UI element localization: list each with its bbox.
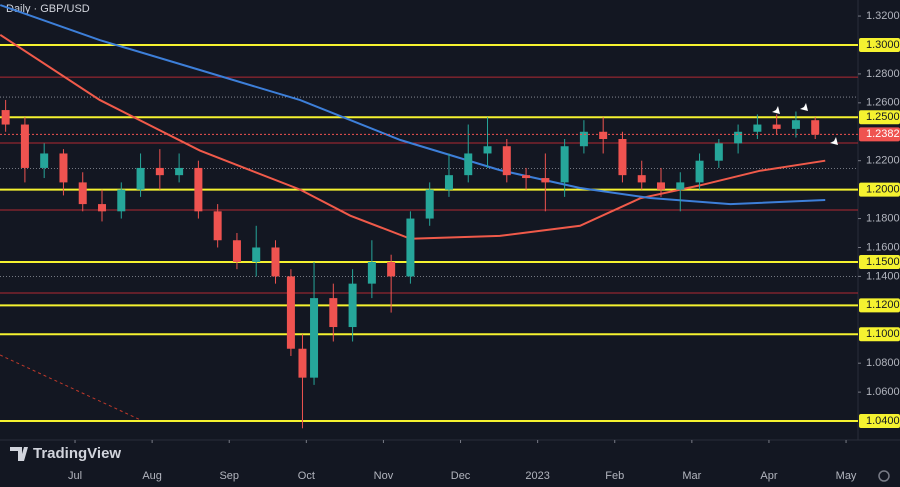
candle-body (714, 143, 723, 161)
y-tick-label: 1.06000 (866, 386, 900, 398)
logo: TradingView (10, 445, 121, 462)
candle-body (367, 261, 376, 284)
moving-average (0, 4, 826, 206)
candle-body (387, 261, 396, 277)
candle-body (425, 189, 434, 219)
candle-body (213, 211, 222, 241)
y-tick-label: 1.26000 (866, 97, 900, 109)
brand: TradingView (33, 445, 121, 462)
arrow (796, 99, 808, 111)
candle-body (286, 276, 295, 349)
settings-icon[interactable] (878, 470, 890, 482)
candle-body (117, 189, 126, 212)
chart-title: Daily · GBP/USD (6, 3, 90, 15)
candle-body (791, 120, 800, 129)
candle-body (657, 182, 666, 190)
x-tick-label: Feb (605, 470, 624, 482)
x-tick-label: 2023 (525, 470, 549, 482)
key-level-label: 1.30000 (866, 39, 900, 51)
candle-body (772, 124, 781, 129)
key-level-tag (859, 182, 900, 197)
arrow (768, 102, 780, 114)
last-price-label: 1.23823 (866, 128, 900, 140)
candle-body (40, 153, 49, 168)
candle-body (444, 175, 453, 190)
key-level-label: 1.04000 (866, 415, 900, 427)
x-tick-label: Apr (760, 470, 777, 482)
key-level-label: 1.12000 (866, 299, 900, 311)
candle-body (676, 182, 685, 190)
candle-body (348, 283, 357, 328)
key-level-tag (859, 110, 900, 125)
key-level-label: 1.15000 (866, 256, 900, 268)
candle-body (1, 110, 10, 125)
arrow (826, 133, 838, 145)
key-level-tag (859, 254, 900, 269)
candle-body (406, 218, 415, 277)
last-price-tag (859, 127, 900, 142)
x-tick-label: Mar (682, 470, 701, 482)
candle-body (252, 247, 261, 262)
x-tick-label: Sep (219, 470, 239, 482)
candle-body (695, 160, 704, 183)
candle-body (194, 167, 203, 212)
y-tick-label: 1.16000 (866, 241, 900, 253)
candle-body (78, 182, 87, 205)
annotations (768, 99, 838, 145)
candle-body (637, 175, 646, 183)
candle-body (734, 131, 743, 144)
candle-body (298, 348, 307, 378)
candle-body (136, 167, 145, 190)
y-tick-label: 1.32000 (866, 10, 900, 22)
candle-body (59, 153, 68, 183)
y-tick-label: 1.18000 (866, 212, 900, 224)
key-level-tag (859, 327, 900, 342)
x-tick-label: Dec (451, 470, 471, 482)
candle-body (541, 178, 550, 183)
candle-body (310, 298, 319, 378)
key-level-label: 1.20000 (866, 184, 900, 196)
candle-body (502, 146, 511, 176)
key-level-tag (859, 37, 900, 52)
x-tick-label: Aug (142, 470, 162, 482)
candle-body (599, 131, 608, 140)
plot (0, 4, 858, 429)
candle-body (579, 131, 588, 147)
candle-body (175, 167, 184, 176)
candle-body (618, 139, 627, 176)
candle-body (753, 124, 762, 132)
candle-body (560, 146, 569, 183)
key-level-tag (859, 414, 900, 429)
price-axis (858, 0, 900, 487)
y-tick-label: 1.14000 (866, 270, 900, 282)
logo-icon (10, 447, 28, 461)
candle-body (329, 298, 338, 328)
x-tick-label: May (836, 470, 857, 482)
candle-body (232, 240, 241, 262)
key-level-label: 1.25000 (866, 111, 900, 123)
key-level-label: 1.10000 (866, 328, 900, 340)
candle-body (483, 146, 492, 154)
y-tick-label: 1.22000 (866, 155, 900, 167)
trend-line (0, 354, 146, 423)
candle-body (98, 204, 107, 212)
key-level-tag (859, 298, 900, 313)
candle-body (271, 247, 280, 277)
candle-body (20, 124, 29, 168)
candle-body (155, 167, 164, 176)
y-tick-label: 1.28000 (866, 68, 900, 80)
candle-body (811, 120, 820, 135)
x-tick-label: Oct (298, 470, 315, 482)
candle-body (522, 175, 531, 179)
candle-body (464, 153, 473, 176)
x-tick-label: Jul (68, 470, 82, 482)
y-tick-label: 1.08000 (866, 357, 900, 369)
x-tick-label: Nov (374, 470, 394, 482)
moving-average (0, 34, 826, 240)
